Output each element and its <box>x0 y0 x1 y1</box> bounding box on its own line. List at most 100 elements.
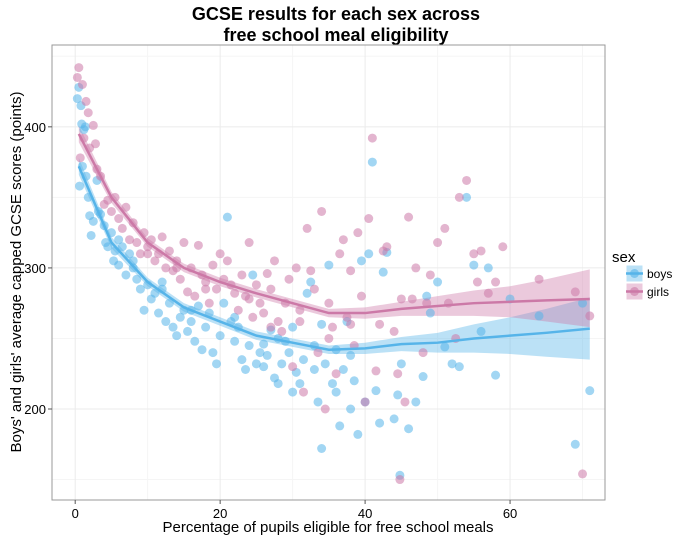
boys-point <box>259 362 269 372</box>
boys-point <box>425 308 435 318</box>
girls-point <box>353 228 363 238</box>
girls-point <box>150 256 160 266</box>
girls-point <box>472 277 482 287</box>
legend-point-boys <box>630 269 639 278</box>
girls-point <box>230 288 240 298</box>
girls-point <box>360 397 370 407</box>
boys-point <box>103 242 113 252</box>
girls-point <box>125 235 135 245</box>
boys-point <box>248 270 258 280</box>
boys-point <box>320 359 330 369</box>
girls-point <box>578 469 588 479</box>
boys-point <box>117 242 127 252</box>
girls-point <box>193 240 203 250</box>
girls-point <box>83 108 93 118</box>
girls-point <box>291 263 301 273</box>
boys-point <box>237 355 247 365</box>
boys-point <box>154 308 164 318</box>
boys-point <box>273 379 283 389</box>
boys-point <box>309 364 319 374</box>
boys-point <box>157 277 167 287</box>
girls-point <box>371 366 381 376</box>
girls-point <box>244 294 254 304</box>
boys-point <box>491 370 501 380</box>
girls-point <box>335 249 345 259</box>
girls-point <box>201 277 211 287</box>
boys-point <box>114 235 124 245</box>
girls-point <box>90 139 100 149</box>
girls-point <box>407 294 417 304</box>
boys-point <box>80 122 90 132</box>
girls-point <box>222 256 232 266</box>
y-tick-label: 200 <box>24 402 46 417</box>
girls-point <box>295 305 305 315</box>
boys-point <box>255 348 265 358</box>
girls-point <box>469 249 479 259</box>
girls-point <box>74 63 84 73</box>
boys-point <box>72 94 82 104</box>
boys-point <box>183 326 193 336</box>
girls-point <box>411 263 421 273</box>
boys-point <box>364 249 374 259</box>
boys-point <box>222 212 232 222</box>
boys-confidence-ribbon <box>78 157 590 360</box>
boys-smooth-line <box>77 165 590 351</box>
girls-point <box>585 311 595 321</box>
boys-point <box>284 348 294 358</box>
girls-point <box>393 369 403 379</box>
girls-point <box>327 322 337 332</box>
boys-point <box>175 312 185 322</box>
girls-point <box>270 256 280 266</box>
boys-point <box>346 350 356 360</box>
boys-point <box>295 379 305 389</box>
girls-point <box>288 362 298 372</box>
boys-point <box>172 331 182 341</box>
girls-point <box>190 291 200 301</box>
boys-point <box>317 444 327 454</box>
girls-point <box>273 317 283 327</box>
x-tick-label: 20 <box>213 506 227 521</box>
boys-point <box>440 342 450 352</box>
girls-point <box>208 260 218 270</box>
girls-point <box>317 206 327 216</box>
girls-point <box>462 175 472 185</box>
boys-point <box>389 414 399 424</box>
boys-point <box>208 348 218 358</box>
panel-border <box>51 44 606 501</box>
boys-point <box>578 298 588 308</box>
girls-point <box>364 214 374 224</box>
girls-point <box>237 270 247 280</box>
girls-point <box>454 192 464 202</box>
boys-point <box>164 298 174 308</box>
boys-point <box>335 421 345 431</box>
girls-point <box>146 235 156 245</box>
girls-point <box>248 312 258 322</box>
boys-point <box>197 345 207 355</box>
boys-point <box>139 305 149 315</box>
boys-point <box>476 326 486 336</box>
girls-point <box>277 326 287 336</box>
girls-point <box>77 80 87 90</box>
boys-point <box>378 267 388 277</box>
x-tick-label: 60 <box>503 506 517 521</box>
boys-point <box>483 263 493 273</box>
x-axis-label: Percentage of pupils eligible for free s… <box>162 519 493 536</box>
girls-point <box>395 475 405 485</box>
boys-point <box>349 376 359 386</box>
girls-point <box>356 291 366 301</box>
girls-point <box>81 96 91 106</box>
boys-point <box>447 359 457 369</box>
boys-point <box>193 301 203 311</box>
boys-point <box>277 359 287 369</box>
boys-point <box>302 288 312 298</box>
boys-point <box>230 336 240 346</box>
y-tick-label: 300 <box>24 261 46 276</box>
girls-point <box>266 322 276 332</box>
boys-point <box>288 322 298 332</box>
boys-point <box>150 288 160 298</box>
boys-point <box>367 157 377 167</box>
girls-point <box>175 274 185 284</box>
boys-point <box>88 216 98 226</box>
girls-point <box>295 317 305 327</box>
